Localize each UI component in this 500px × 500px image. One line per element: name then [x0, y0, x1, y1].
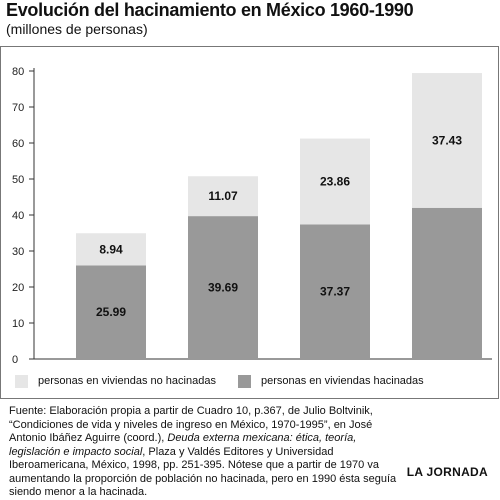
source-text-1: Fuente: Elaboración propia a partir de C… — [9, 405, 373, 444]
data-label-no-hacinadas-1: 11.07 — [208, 189, 238, 203]
data-label-hacinadas-0: 25.99 — [96, 305, 126, 319]
y-tick-label-0: 0 — [12, 354, 18, 366]
bar-hacinadas-0 — [76, 265, 146, 359]
legend-swatch-no-hacinadas — [15, 374, 28, 388]
data-label-hacinadas-2: 37.37 — [320, 285, 350, 299]
bar-hacinadas-2 — [300, 224, 370, 359]
legend-label-hacinadas: personas en viviendas hacinadas — [261, 375, 424, 387]
chart-subtitle: (millones de personas) — [6, 21, 148, 37]
chart-frame — [0, 46, 499, 399]
legend-item-no-hacinadas: personas en viviendas no hacinadas — [15, 374, 216, 388]
y-tick-label-3: 30 — [12, 246, 24, 258]
y-tick-label-5: 50 — [12, 174, 24, 186]
data-label-no-hacinadas-3: 37.43 — [432, 133, 462, 147]
data-label-no-hacinadas-0: 8.94 — [99, 242, 123, 256]
source-book-title: Deuda externa mexicana: ética, teoría, l… — [9, 432, 357, 458]
y-tick-label-1: 10 — [12, 318, 24, 330]
bar-no-hacinadas-1 — [188, 176, 258, 217]
bar-no-hacinadas-2 — [300, 138, 370, 225]
bar-hacinadas-1 — [188, 216, 258, 359]
bar-hacinadas-3 — [412, 207, 482, 359]
data-label-no-hacinadas-2: 23.86 — [320, 175, 350, 189]
chart-title: Evolución del hacinamiento en México 196… — [6, 0, 414, 20]
legend-swatch-hacinadas — [238, 374, 251, 388]
stacked-bar-chart: 0 10 20 30 40 50 60 70 80 25.99 8.94 39.69 11.07 37.3… — [12, 66, 492, 366]
y-tick-label-2: 20 — [12, 282, 24, 294]
y-tick-label-8: 80 — [12, 66, 24, 78]
y-tick-label-4: 40 — [12, 210, 24, 222]
bar-no-hacinadas-0 — [76, 233, 146, 266]
brand-label: LA JORNADA — [406, 465, 488, 479]
y-tick-label-7: 70 — [12, 102, 24, 114]
source-note: Fuente: Elaboración propia a partir de C… — [9, 405, 404, 500]
y-tick-label-6: 60 — [12, 138, 24, 150]
data-label-hacinadas-1: 39.69 — [208, 281, 238, 295]
bar-no-hacinadas-3 — [412, 73, 482, 208]
legend-item-hacinadas: personas en viviendas hacinadas — [238, 374, 424, 388]
legend-label-no-hacinadas: personas en viviendas no hacinadas — [38, 375, 216, 387]
